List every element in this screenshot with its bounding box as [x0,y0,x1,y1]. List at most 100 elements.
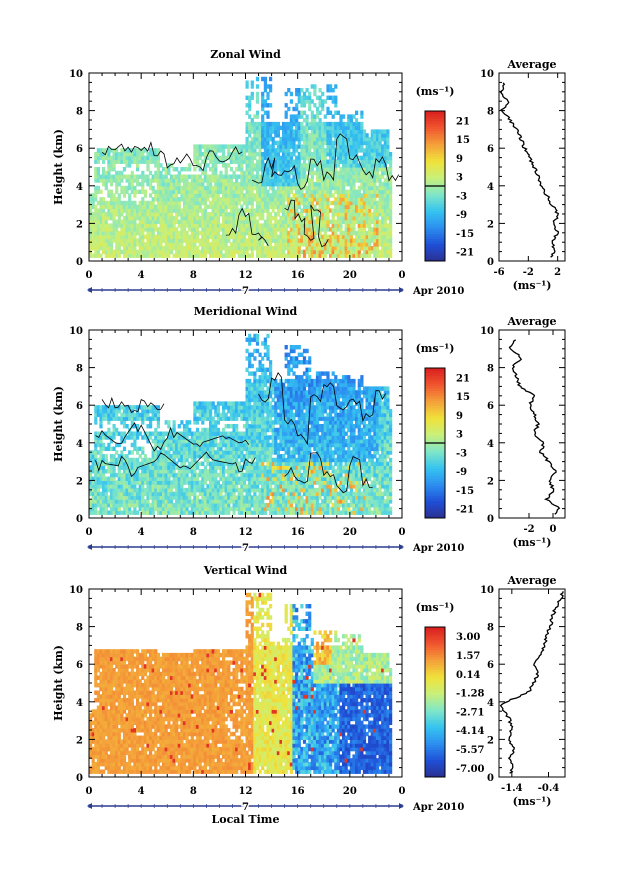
x-tick-label: 16 [291,270,305,281]
heatmap-cell [251,254,254,258]
heatmap-cell [94,417,97,421]
heatmap-cell [389,167,392,171]
heatmap-cell [97,186,100,190]
heatmap-cell [248,103,251,107]
heatmap-cell [287,148,290,152]
heatmap-cell [157,167,160,171]
x-tick-label: 8 [190,270,197,281]
heatmap-cell [261,114,264,118]
heatmap-cell [204,254,207,258]
heatmap-cell [230,167,233,171]
colorbar-tick-label: -21 [456,248,474,259]
heatmap-cell [141,447,144,451]
heatmap-cell [251,96,254,100]
colorbar-unit: (ms⁻¹) [416,85,455,98]
heatmap-cell [123,447,126,451]
heatmap-cell [246,111,249,115]
profile-x-tick-label: 2 [554,267,561,278]
heatmap-cell [389,205,392,209]
heatmap-cell [107,443,110,447]
heatmap-cell [256,77,259,81]
heatmap-cell [321,92,324,96]
heatmap-cell [180,420,183,424]
heatmap-cell [110,242,113,246]
heatmap-cell [311,99,314,103]
heatmap-cell [141,186,144,190]
heatmap-cell [183,462,186,466]
heatmap-cell [170,499,173,503]
heatmap-cell [157,417,160,421]
heatmap-cell [256,92,259,96]
heatmap-cell [326,223,329,227]
panel-title: Zonal Wind [210,48,281,61]
heatmap-cell [136,167,139,171]
heatmap-cell [389,254,392,258]
heatmap-cell [175,167,178,171]
profile-y-tick-label: 6 [487,144,494,155]
heatmap-cell [99,424,102,428]
colorbar-tick-label: 15 [456,135,470,146]
profile-y-tick-label: 4 [487,182,494,193]
colorbar-tick-label: 3 [456,173,463,184]
heatmap-cell [389,242,392,246]
heatmap-cell [178,205,181,209]
heatmap-cell [339,223,342,227]
x-tick-label: 4 [138,270,145,281]
heatmap-cell [227,511,230,515]
heatmap-cell [360,111,363,115]
heatmap-cell [295,103,298,107]
heatmap-cell [173,420,176,424]
heatmap-cell [204,480,207,484]
heatmap-cell [217,480,220,484]
heatmap-cell [120,178,123,182]
heatmap-cell [123,167,126,171]
date-label: 7 [242,286,249,297]
x-tick-label: 12 [239,270,253,281]
heatmap-cell [269,103,272,107]
heatmap-cell [269,242,272,246]
heatmap-cell [266,114,269,118]
y-tick-label: 2 [76,219,83,230]
heatmap-cell [303,92,306,96]
heatmap-cell [233,254,236,258]
heatmap-cell [295,148,298,152]
heatmap-cell [186,424,189,428]
heatmap-cell [253,148,256,152]
panel-title: Meridional Wind [194,305,298,318]
heatmap-cell [102,443,105,447]
profile-y-tick-label: 10 [480,69,494,80]
heatmap-cell [126,424,129,428]
heatmap-cell [222,148,225,152]
heatmap-cell [113,435,116,439]
heatmap-cell [209,409,212,413]
heatmap-cell [389,152,392,156]
heatmap-cell [154,223,157,227]
heatmap-cell [303,111,306,115]
heatmap-cell [173,223,176,227]
y-tick-label: 10 [69,69,83,80]
heatmap-cell [332,114,335,118]
heatmap-cell [269,77,272,81]
profile-title: Average [506,58,556,71]
heatmap-cell [102,160,105,164]
profile-x-tick-label: -2 [523,267,534,278]
heatmap-cell [225,242,228,246]
heatmap-cell [313,92,316,96]
heatmap-cell [214,167,217,171]
heatmap-cell [201,462,204,466]
heatmap-cell [118,254,121,258]
heatmap-cell [324,254,327,258]
heatmap-cell [261,92,264,96]
heatmap-cell [180,242,183,246]
heatmap-cell [386,133,389,137]
heatmap-cell [334,96,337,100]
heatmap-cell [188,163,191,167]
date-arrow-left [87,287,92,293]
heatmap-cell [329,111,332,115]
heatmap-cell [360,114,363,118]
heatmap-cell [306,129,309,133]
